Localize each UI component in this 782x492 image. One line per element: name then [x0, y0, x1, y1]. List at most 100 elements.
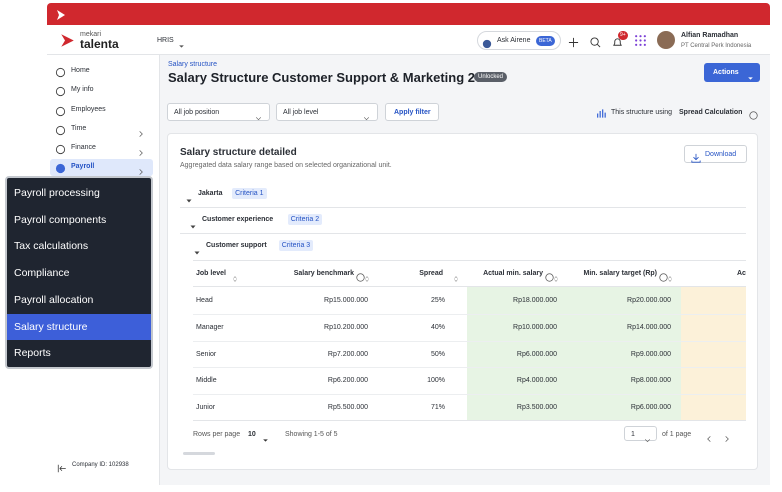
- brand-mark: [55, 8, 67, 20]
- prev-page-svg: [707, 436, 711, 442]
- logo-mark-svg: [61, 34, 74, 47]
- company-id: Company ID: 102938: [72, 462, 129, 468]
- submenu-label: Salary structure: [14, 320, 88, 333]
- apply-label: Apply filter: [394, 109, 431, 116]
- breadcrumb[interactable]: Salary structure: [168, 61, 218, 68]
- tree-label: Customer experience: [202, 216, 274, 223]
- sort-icon: [553, 270, 559, 282]
- user-name: Alfian Ramadhan: [681, 32, 739, 39]
- sidebar-item[interactable]: Time: [71, 125, 87, 132]
- tree-label: Jakarta: [198, 190, 223, 197]
- sidebar-item[interactable]: Finance: [71, 144, 96, 151]
- row-divider: [193, 340, 746, 342]
- logo: talenta: [80, 37, 119, 51]
- table-cell: Rp10.000.000: [513, 323, 557, 331]
- table-cell: Rp18.000.000: [513, 297, 557, 304]
- table-cell: Rp6.000.000: [630, 404, 671, 412]
- ask-label: Ask Airene: [497, 37, 531, 44]
- tree-divider: [180, 207, 746, 208]
- apply-filter-button[interactable]: Apply filter: [385, 103, 439, 121]
- chevron-svg: [139, 169, 143, 175]
- prev-page: [705, 430, 713, 442]
- submenu-item[interactable]: Salary structure: [7, 313, 151, 340]
- table-cell: 25%: [430, 297, 445, 304]
- chevron-svg: [139, 150, 143, 156]
- page-select[interactable]: 1: [624, 426, 657, 443]
- sort-icon: [453, 270, 459, 282]
- submenu-item[interactable]: Payroll components: [7, 207, 151, 233]
- criteria-badge: Criteria 3: [278, 240, 314, 251]
- table-cell: Rp15.000.000: [324, 297, 368, 304]
- card-subtitle: Aggregated data salary range based on se…: [180, 162, 392, 169]
- column-bg: [467, 287, 567, 420]
- submenu: Payroll processing Payroll components Tax …: [5, 176, 153, 369]
- ask-airene[interactable]: Ask Airene BETA: [477, 31, 561, 50]
- tree-toggle: [194, 243, 200, 255]
- search-icon: [590, 35, 601, 48]
- sidebar-item[interactable]: My info: [71, 86, 94, 93]
- filter-select[interactable]: All job position: [167, 103, 270, 121]
- chevron-down: [644, 431, 651, 443]
- chevron-down-svg: [363, 117, 370, 121]
- table-cell: Rp7.200.000: [327, 350, 368, 358]
- download-label: Download: [705, 151, 737, 158]
- showing: Showing 1-5 of 5: [285, 431, 338, 438]
- avatar[interactable]: [657, 31, 675, 49]
- caret: [747, 69, 754, 80]
- chevron-down: [363, 109, 370, 121]
- chart-icon: [596, 106, 606, 118]
- download-icon: [691, 150, 701, 163]
- column-header: Job level: [196, 270, 226, 277]
- bell-icon-svg: [613, 38, 622, 46]
- logo-small: mekari: [80, 31, 102, 38]
- submenu-item[interactable]: Payroll processing: [7, 180, 151, 206]
- submenu-item[interactable]: Payroll allocation: [7, 287, 151, 313]
- sidebar-item[interactable]: Home: [71, 67, 90, 74]
- of-pages: of 1 page: [662, 431, 692, 438]
- table-cell: 71%: [430, 404, 445, 412]
- table-cell: Middle: [196, 377, 217, 385]
- submenu-label: Compliance: [14, 267, 70, 280]
- download-icon-svg: [691, 153, 701, 163]
- rows-per-page[interactable]: 10: [248, 431, 256, 438]
- submenu-label: Payroll components: [14, 213, 107, 226]
- submenu-label: Payroll allocation: [14, 293, 94, 306]
- table-cell: Rp7.000.0: [681, 350, 746, 360]
- sidebar-item[interactable]: Payroll: [71, 163, 95, 170]
- caret: [262, 431, 269, 442]
- table-cell: Senior: [196, 350, 217, 358]
- submenu-item[interactable]: Tax calculations: [7, 233, 151, 259]
- user-company: PT Central Perk Indonesia: [681, 43, 752, 49]
- tree-toggle-svg: [186, 199, 192, 203]
- submenu-item[interactable]: Reports: [7, 340, 151, 366]
- sidebar-icon-svg: [55, 144, 66, 155]
- info-icon: [545, 269, 554, 282]
- bell-icon: [612, 35, 623, 46]
- help-icon-svg: [749, 111, 758, 120]
- page-title: Salary Structure Customer Support & Mark…: [168, 70, 497, 85]
- table-cell: Rp9.000.000: [630, 350, 671, 358]
- filter-select[interactable]: All job level: [276, 103, 378, 121]
- chevron: [137, 144, 145, 156]
- tree-toggle-svg: [194, 251, 200, 255]
- sidebar-icon-svg: [55, 125, 66, 136]
- tree-toggle: [190, 217, 196, 229]
- caret: [178, 37, 185, 48]
- sidebar-icon-svg: [55, 163, 66, 174]
- sidebar-icon: [55, 84, 66, 97]
- table-cell: Rp4.000.0: [681, 403, 746, 413]
- next-page-svg: [725, 436, 729, 442]
- column-header: Actual min. salary: [483, 270, 543, 277]
- table-cell: Rp8.000.000: [630, 377, 671, 385]
- column-header: Min. salary target (Rp): [583, 270, 657, 277]
- download-button[interactable]: Download: [684, 145, 747, 163]
- actions-button[interactable]: Actions: [704, 63, 760, 82]
- info-icon: [356, 269, 365, 282]
- tree-toggle: [186, 191, 192, 203]
- sidebar-item[interactable]: Employees: [71, 106, 106, 113]
- submenu-item[interactable]: Compliance: [7, 260, 151, 286]
- airene-icon-svg: [482, 39, 492, 49]
- scrollbar: [183, 452, 215, 455]
- module[interactable]: HRIS: [157, 37, 174, 44]
- sidebar-icon: [55, 104, 66, 117]
